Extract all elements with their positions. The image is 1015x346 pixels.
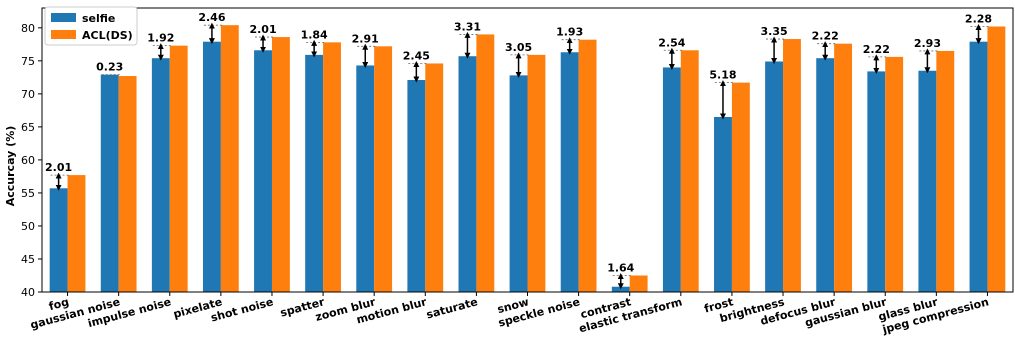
- diff-label-snow: 3.05: [505, 41, 532, 54]
- bar-selfie-impulse-noise: [151, 58, 170, 293]
- y-tick-label-50: 50: [21, 220, 35, 233]
- diff-label-gaussian-noise: 0.23: [96, 61, 123, 74]
- bar-acl-ds-speckle-noise: [578, 39, 597, 292]
- y-axis-label: Accurcay (%): [4, 126, 17, 207]
- diff-label-fog: 2.01: [45, 161, 72, 174]
- bar-acl-ds-contrast: [629, 275, 648, 292]
- diff-label-saturate: 3.31: [454, 20, 481, 33]
- bar-acl-ds-snow: [527, 54, 546, 293]
- bar-selfie-pixelate: [202, 41, 221, 293]
- bar-acl-ds-spatter: [323, 42, 341, 293]
- legend: selfie ACL(DS): [44, 6, 138, 46]
- bar-acl-ds-pixelate: [220, 25, 239, 293]
- bar-selfie-elastic-transform: [662, 67, 681, 292]
- diff-label-frost: 5.18: [709, 69, 736, 82]
- diff-label-speckle-noise: 1.93: [556, 26, 583, 39]
- bar-selfie-spatter: [305, 54, 324, 293]
- bar-selfie-motion-blur: [407, 79, 426, 293]
- x-tick-label-fog: fog: [47, 295, 70, 313]
- diff-label-zoom-blur: 2.91: [352, 32, 379, 45]
- diff-label-impulse-noise: 1.92: [147, 32, 174, 45]
- diff-label-contrast: 1.64: [607, 261, 634, 274]
- diff-label-pixelate: 2.46: [198, 11, 225, 24]
- bar-acl-ds-jpeg-compression: [987, 26, 1006, 293]
- bar-acl-ds-saturate: [476, 34, 495, 292]
- diff-label-elastic-transform: 2.54: [658, 36, 685, 49]
- y-tick-label-65: 65: [21, 121, 35, 134]
- bar-acl-ds-brightness: [783, 39, 801, 293]
- bar-acl-ds-gaussian-blur: [885, 56, 904, 292]
- legend-swatch-selfie: [51, 13, 76, 22]
- plot-area: 2.01 0.23 1.92 2.46 2.01 1.84 2.91 2.45 3.31 3.05…: [45, 11, 1006, 293]
- bar-selfie-gaussian-noise: [100, 74, 119, 293]
- y-tick-label-60: 60: [21, 154, 35, 167]
- bar-acl-ds-gaussian-noise: [118, 76, 137, 292]
- x-tick-label-saturate: saturate: [425, 295, 479, 321]
- bar-acl-ds-zoom-blur: [374, 46, 393, 292]
- diff-label-glass-blur: 2.93: [914, 37, 941, 50]
- bar-acl-ds-defocus-blur: [834, 43, 853, 292]
- diff-label-shot-noise: 2.01: [249, 23, 276, 36]
- diff-label-motion-blur: 2.45: [403, 49, 430, 62]
- bar-acl-ds-motion-blur: [425, 63, 444, 293]
- diff-label-gaussian-blur: 2.22: [863, 43, 890, 56]
- diff-label-brightness: 3.35: [761, 25, 788, 38]
- bar-selfie-frost: [714, 116, 732, 292]
- bar-selfie-contrast: [611, 286, 630, 292]
- y-tick-label-80: 80: [21, 22, 35, 35]
- bar-acl-ds-frost: [731, 82, 750, 292]
- diff-label-jpeg-compression: 2.28: [965, 12, 992, 25]
- y-tick-label-40: 40: [21, 286, 35, 299]
- bar-selfie-speckle-noise: [560, 52, 579, 293]
- bar-selfie-snow: [509, 75, 528, 293]
- bar-selfie-glass-blur: [918, 70, 937, 292]
- y-tick-label-75: 75: [21, 55, 35, 68]
- y-tick-label-45: 45: [21, 253, 35, 266]
- bar-selfie-fog: [49, 188, 68, 292]
- legend-label-selfie: selfie: [82, 12, 115, 25]
- diff-label-spatter: 1.84: [301, 28, 328, 41]
- bar-selfie-zoom-blur: [356, 65, 375, 292]
- bar-selfie-jpeg-compression: [969, 41, 988, 293]
- y-tick-label-70: 70: [21, 88, 35, 101]
- bar-selfie-brightness: [765, 61, 784, 292]
- bar-acl-ds-impulse-noise: [169, 45, 188, 292]
- diff-label-defocus-blur: 2.22: [812, 30, 839, 43]
- bar-acl-ds-elastic-transform: [680, 50, 699, 292]
- bar-acl-ds-shot-noise: [271, 37, 290, 292]
- legend-label-acl-ds: ACL(DS): [82, 29, 133, 42]
- bar-selfie-gaussian-blur: [867, 71, 886, 292]
- bar-acl-ds-glass-blur: [936, 50, 955, 292]
- bar-selfie-shot-noise: [254, 50, 272, 292]
- bar-selfie-saturate: [458, 56, 477, 292]
- bar-selfie-defocus-blur: [816, 58, 835, 293]
- y-tick-label-55: 55: [21, 187, 35, 200]
- bar-acl-ds-fog: [67, 175, 86, 292]
- legend-swatch-acl-ds: [51, 30, 76, 39]
- plot-frame: [41, 7, 1014, 293]
